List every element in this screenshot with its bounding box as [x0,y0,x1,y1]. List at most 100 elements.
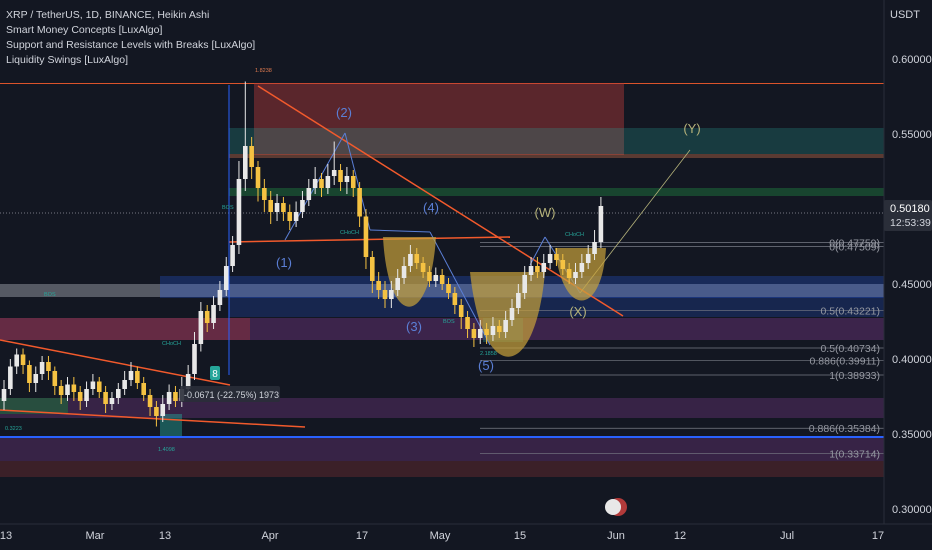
zone-4 [229,188,884,196]
zone-14 [160,414,182,436]
candle-body [255,167,261,188]
drawing-layer [0,85,691,428]
indicator-liquidity-swings[interactable]: Liquidity Swings [LuxAlgo] [6,54,128,66]
fib-label-6: 0.886(0.35384) [809,423,880,435]
time-tick-8: 12 [674,530,686,542]
time-tick-5: May [430,530,451,542]
structure-label-5: CHoCH [565,232,584,238]
marker-label: 8 [212,369,218,380]
candle-body [230,245,235,266]
drawing-line-7 [529,236,546,266]
axis-bg [884,0,932,550]
candle-body [166,392,172,404]
candle-body [319,179,324,188]
candle-body [236,179,242,245]
candle-body [33,374,39,383]
candle-body [408,254,413,266]
candle-body [268,200,273,212]
candle-body [122,380,127,389]
candle-body [204,311,210,323]
candle-body [192,344,197,374]
candle-body [484,329,489,335]
candle-body [522,275,527,293]
zone-layer [0,83,884,477]
candle-body [217,290,223,305]
fib-label-7: 1(0.33714) [829,448,880,460]
candle-body [39,362,45,374]
candle-body [433,275,439,281]
price-tick: 0.40000 [892,354,932,366]
zone-1 [254,83,624,155]
indicator-smc[interactable]: Smart Money Concepts [LuxAlgo] [6,24,163,36]
candle-body [84,389,89,401]
candle-body [414,254,420,263]
candle-body [211,305,216,323]
zone-11 [0,398,68,414]
candle-body [338,170,343,182]
annotation-layer: (1) (2) (3) (4) (5) (W) (X) (Y) 1.8238 BOS CHoCH CH… [5,68,701,516]
candle-body [281,203,286,212]
wave-label-4: (4) [423,200,439,215]
time-axis[interactable]: 13 Mar 13 Apr 17 May 15 Jun 12 Jul 17 [0,523,932,550]
candle-body [376,281,381,290]
fib-label-5: 1(0.38933) [829,370,880,382]
wave-label-y: (Y) [683,121,700,136]
fib-label-3: 0.5(0.40734) [820,343,880,355]
fib-label-1: 0(0.47509) [829,241,880,253]
candle-body [90,381,96,389]
zone-13 [0,461,884,477]
marker-box [210,366,220,380]
symbol-title[interactable]: XRP / TetherUS, 1D, BINANCE, Heikin Ashi [6,9,210,21]
candle-body [528,266,534,275]
zone-7 [229,297,884,317]
candle-body [573,272,578,278]
candle-body [560,260,566,269]
zone-8 [0,318,884,340]
time-tick-2: 13 [159,530,171,542]
candle-body [312,179,318,188]
candle-body [173,392,178,401]
candle-body [370,257,375,281]
currency-label: USDT [890,9,920,21]
fib-label-4: 0.886(0.39911) [810,355,880,367]
indicator-sr-breaks[interactable]: Support and Resistance Levels with Break… [6,39,256,51]
candle-body [198,311,204,344]
candle-body [65,384,70,395]
time-axis-bg [0,524,932,550]
wave-label-2: (2) [336,105,352,120]
structure-label-3: CHoCH [162,341,181,347]
fib-layer: 0(0.47759)0(0.47509)0.5(0.43221)0.5(0.40… [480,238,884,460]
candle-body [287,212,293,221]
price-axis[interactable]: USDT0.600000.550000.500000.450000.400000… [883,0,932,550]
fib-label-2: 0.5(0.43221) [820,306,880,318]
structure-label-2: CHoCH [340,230,359,236]
candle-body [160,404,166,416]
candle-body [293,212,299,221]
candle-body [20,354,26,365]
chart-legend: XRP / TetherUS, 1D, BINANCE, Heikin Ashi… [6,8,255,68]
candle-body [96,381,102,392]
candle-body [585,254,591,263]
candle-body [579,263,585,272]
structure-label-7: 2.1858 [480,351,497,357]
candle-body [395,278,400,290]
candle-body [363,216,369,257]
zone-10 [0,398,884,418]
candle-body [103,392,108,404]
candle-body [147,395,153,407]
candle-body [471,329,477,338]
candle-body [223,266,229,290]
candle-body [503,320,508,332]
countdown-label: 12:53:39 [890,217,931,229]
structure-label-1: BOS [222,205,234,211]
candle-body [452,293,458,305]
cup-shape-3 [555,248,606,301]
time-tick-3: Apr [261,530,278,542]
candle-body [46,362,51,371]
candle-body [71,384,77,392]
zone-2 [229,128,884,154]
candle-body [274,203,280,212]
candle-body [58,386,64,395]
current-price-label: 0.50180 [890,203,930,215]
